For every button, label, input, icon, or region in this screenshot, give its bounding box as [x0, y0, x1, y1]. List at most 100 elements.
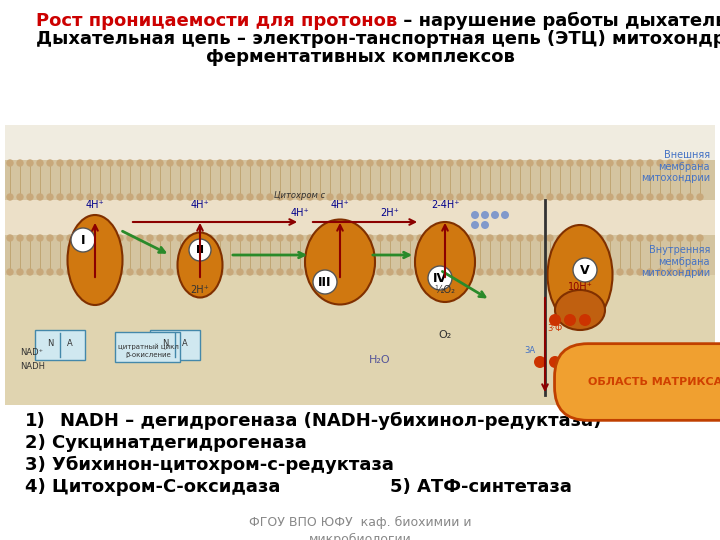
Circle shape: [367, 160, 373, 166]
Circle shape: [534, 356, 546, 368]
Circle shape: [337, 269, 343, 275]
Circle shape: [597, 160, 603, 166]
Circle shape: [307, 269, 313, 275]
Text: O₂: O₂: [438, 330, 451, 340]
Circle shape: [107, 235, 113, 241]
Text: A: A: [182, 339, 188, 348]
Circle shape: [127, 194, 133, 200]
Circle shape: [428, 266, 452, 290]
Circle shape: [647, 269, 653, 275]
Circle shape: [47, 194, 53, 200]
Circle shape: [257, 269, 263, 275]
Ellipse shape: [547, 225, 613, 325]
Circle shape: [687, 194, 693, 200]
Circle shape: [237, 269, 243, 275]
Circle shape: [497, 160, 503, 166]
Circle shape: [317, 235, 323, 241]
Circle shape: [327, 160, 333, 166]
Circle shape: [507, 269, 513, 275]
Circle shape: [377, 235, 383, 241]
Circle shape: [387, 160, 393, 166]
Text: Внутренняя
мембрана
митохондрии: Внутренняя мембрана митохондрии: [641, 245, 710, 278]
Circle shape: [427, 269, 433, 275]
Circle shape: [217, 269, 223, 275]
Circle shape: [437, 160, 443, 166]
Circle shape: [247, 269, 253, 275]
Circle shape: [407, 235, 413, 241]
Circle shape: [287, 235, 293, 241]
Circle shape: [577, 269, 583, 275]
Circle shape: [517, 235, 523, 241]
Circle shape: [667, 160, 673, 166]
Circle shape: [71, 228, 95, 252]
Circle shape: [597, 235, 603, 241]
Text: 3·Ф: 3·Ф: [547, 324, 562, 333]
Circle shape: [189, 239, 211, 261]
Circle shape: [638, 348, 652, 362]
Circle shape: [477, 194, 483, 200]
Circle shape: [227, 235, 233, 241]
Circle shape: [627, 269, 633, 275]
Circle shape: [668, 348, 682, 362]
Circle shape: [127, 235, 133, 241]
Circle shape: [547, 269, 553, 275]
Circle shape: [247, 235, 253, 241]
Circle shape: [447, 194, 453, 200]
Circle shape: [471, 211, 479, 219]
Ellipse shape: [68, 215, 122, 305]
Circle shape: [567, 194, 573, 200]
Circle shape: [257, 194, 263, 200]
Circle shape: [127, 269, 133, 275]
Text: 2-4H⁺: 2-4H⁺: [431, 200, 459, 210]
Circle shape: [137, 194, 143, 200]
Circle shape: [497, 235, 503, 241]
Circle shape: [157, 269, 163, 275]
Text: A: A: [67, 339, 73, 348]
Circle shape: [367, 194, 373, 200]
Circle shape: [564, 356, 576, 368]
Circle shape: [237, 194, 243, 200]
Circle shape: [347, 235, 353, 241]
Circle shape: [57, 160, 63, 166]
Circle shape: [197, 160, 203, 166]
Circle shape: [47, 160, 53, 166]
Circle shape: [427, 235, 433, 241]
Text: N: N: [47, 339, 53, 348]
Circle shape: [677, 269, 683, 275]
Circle shape: [627, 160, 633, 166]
Circle shape: [437, 269, 443, 275]
Circle shape: [337, 194, 343, 200]
Circle shape: [87, 269, 93, 275]
Text: цитратный цикл: цитратный цикл: [117, 343, 179, 349]
Circle shape: [167, 194, 173, 200]
Circle shape: [457, 235, 463, 241]
Circle shape: [437, 194, 443, 200]
Circle shape: [527, 235, 533, 241]
Text: 10H⁺: 10H⁺: [567, 282, 593, 292]
Text: 4H⁺: 4H⁺: [291, 208, 310, 218]
Bar: [115, 332, 180, 362]
Circle shape: [367, 269, 373, 275]
Circle shape: [377, 160, 383, 166]
Circle shape: [667, 269, 673, 275]
Circle shape: [327, 269, 333, 275]
Circle shape: [337, 160, 343, 166]
Circle shape: [457, 194, 463, 200]
Circle shape: [501, 211, 509, 219]
Circle shape: [327, 235, 333, 241]
Text: β-окисление: β-окисление: [125, 352, 171, 358]
Circle shape: [347, 194, 353, 200]
Circle shape: [487, 194, 493, 200]
Circle shape: [537, 194, 543, 200]
Bar: [5, 125, 715, 405]
Text: Рост проницаемости для протонов: Рост проницаемости для протонов: [36, 12, 397, 30]
Text: – нарушение работы дыхательной цепи.: – нарушение работы дыхательной цепи.: [397, 12, 720, 30]
Circle shape: [607, 235, 613, 241]
Circle shape: [657, 235, 663, 241]
Bar: [150, 330, 200, 360]
Text: 4) Цитохром-С-оксидаза: 4) Цитохром-С-оксидаза: [25, 478, 280, 496]
Circle shape: [637, 160, 643, 166]
Circle shape: [57, 194, 63, 200]
Circle shape: [197, 235, 203, 241]
Circle shape: [317, 269, 323, 275]
